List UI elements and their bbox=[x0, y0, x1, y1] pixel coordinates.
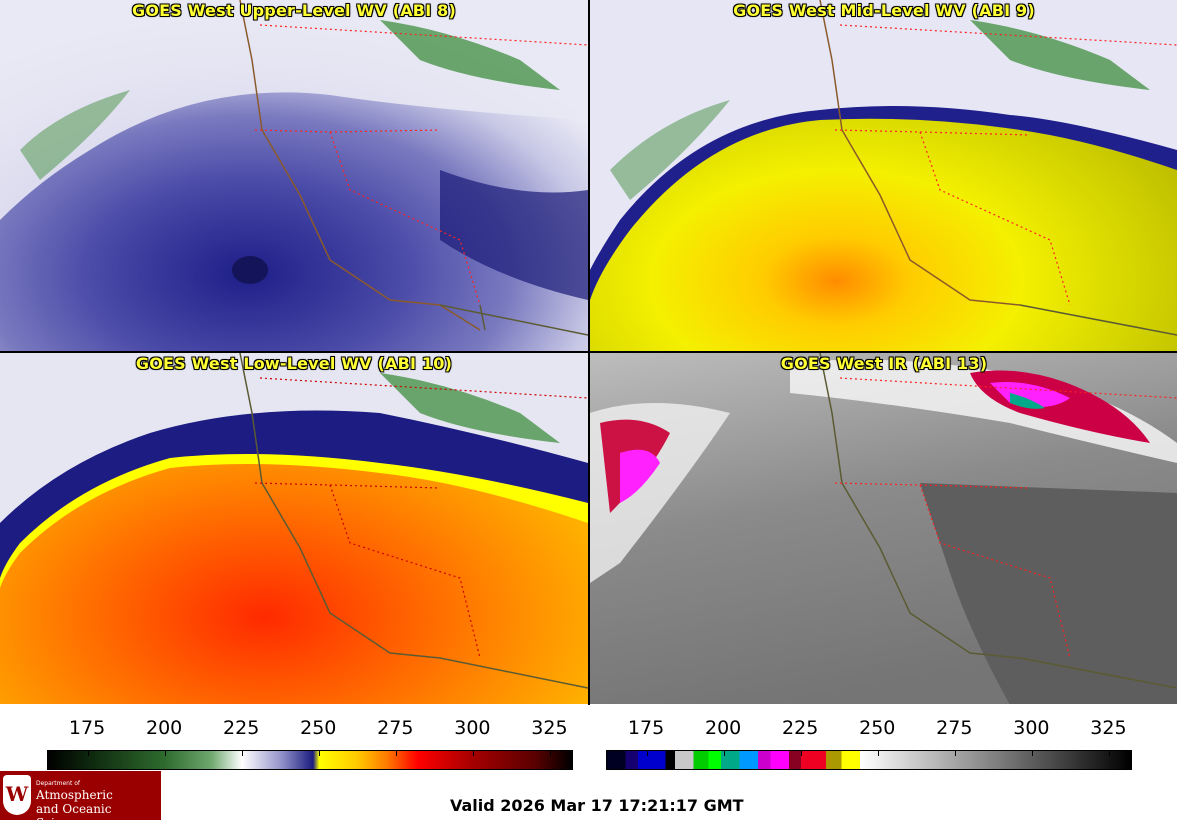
low-level-wv-image bbox=[0, 353, 588, 704]
colorbar-tickmark bbox=[1032, 751, 1034, 756]
low-level-wv-panel: GOES West Low-Level WV (ABI 10) bbox=[0, 353, 588, 704]
colorbar-tickmark bbox=[473, 751, 475, 756]
tick-label: 325 bbox=[1090, 717, 1127, 739]
tick-label: 225 bbox=[782, 717, 819, 739]
logo-line-1: Atmospheric bbox=[36, 788, 113, 802]
valid-time-label: Valid 2026 Mar 17 17:21:17 GMT bbox=[450, 796, 744, 815]
colorbar-tickmark bbox=[647, 751, 649, 756]
upper-level-wv-image bbox=[0, 0, 588, 351]
ir-colorbar bbox=[606, 750, 1132, 770]
tick-label: 200 bbox=[704, 717, 742, 739]
tick-label: 300 bbox=[1013, 717, 1050, 739]
wv-colorbar-ticks: 175 200 225 250 275 300 325 bbox=[47, 717, 571, 739]
colorbar-tickmark bbox=[955, 751, 957, 756]
panel-title: GOES West Low-Level WV (ABI 10) bbox=[135, 354, 453, 373]
logo-line-2: and Oceanic Sciences bbox=[36, 802, 112, 830]
colorbar-tickmark bbox=[801, 751, 803, 756]
panel-title: GOES West Upper-Level WV (ABI 8) bbox=[132, 1, 456, 20]
ir-colorbar-ticks: 175 200 225 250 275 300 325 bbox=[606, 717, 1130, 739]
panel-title: GOES West IR (ABI 13) bbox=[780, 354, 988, 373]
wv-colorbar bbox=[47, 750, 573, 770]
colorbar-tickmark bbox=[242, 751, 244, 756]
tick-label: 175 bbox=[68, 717, 106, 739]
colorbar-tickmark bbox=[724, 751, 726, 756]
colorbar-tickmark bbox=[165, 751, 167, 756]
mid-level-wv-panel: GOES West Mid-Level WV (ABI 9) bbox=[590, 0, 1177, 351]
tick-label: 275 bbox=[936, 717, 973, 739]
colorbar-tickmark bbox=[396, 751, 398, 756]
tick-label: 275 bbox=[377, 717, 414, 739]
tick-label: 325 bbox=[531, 717, 568, 739]
colorbar-tickmark bbox=[319, 751, 321, 756]
mid-level-wv-image bbox=[590, 0, 1177, 351]
ir-image bbox=[590, 353, 1177, 704]
ir-panel: GOES West IR (ABI 13) bbox=[590, 353, 1177, 704]
uw-crest-icon: W bbox=[3, 775, 31, 815]
tick-label: 225 bbox=[223, 717, 260, 739]
logo-department-text: Department of bbox=[36, 780, 80, 787]
tick-label: 250 bbox=[300, 717, 337, 739]
colorbar-tickmark bbox=[878, 751, 880, 756]
tick-label: 200 bbox=[145, 717, 183, 739]
panel-title: GOES West Mid-Level WV (ABI 9) bbox=[733, 1, 1035, 20]
aos-logo: W Department of Atmospheric and Oceanic … bbox=[0, 771, 161, 830]
colorbar-tickmark bbox=[550, 751, 552, 756]
tick-label: 175 bbox=[627, 717, 665, 739]
panel-divider-horizontal bbox=[0, 351, 1177, 353]
upper-level-wv-panel: GOES West Upper-Level WV (ABI 8) bbox=[0, 0, 588, 351]
colorbar-tickmark bbox=[1109, 751, 1111, 756]
tick-label: 300 bbox=[454, 717, 491, 739]
colorbar-tickmark bbox=[88, 751, 90, 756]
tick-label: 250 bbox=[859, 717, 896, 739]
